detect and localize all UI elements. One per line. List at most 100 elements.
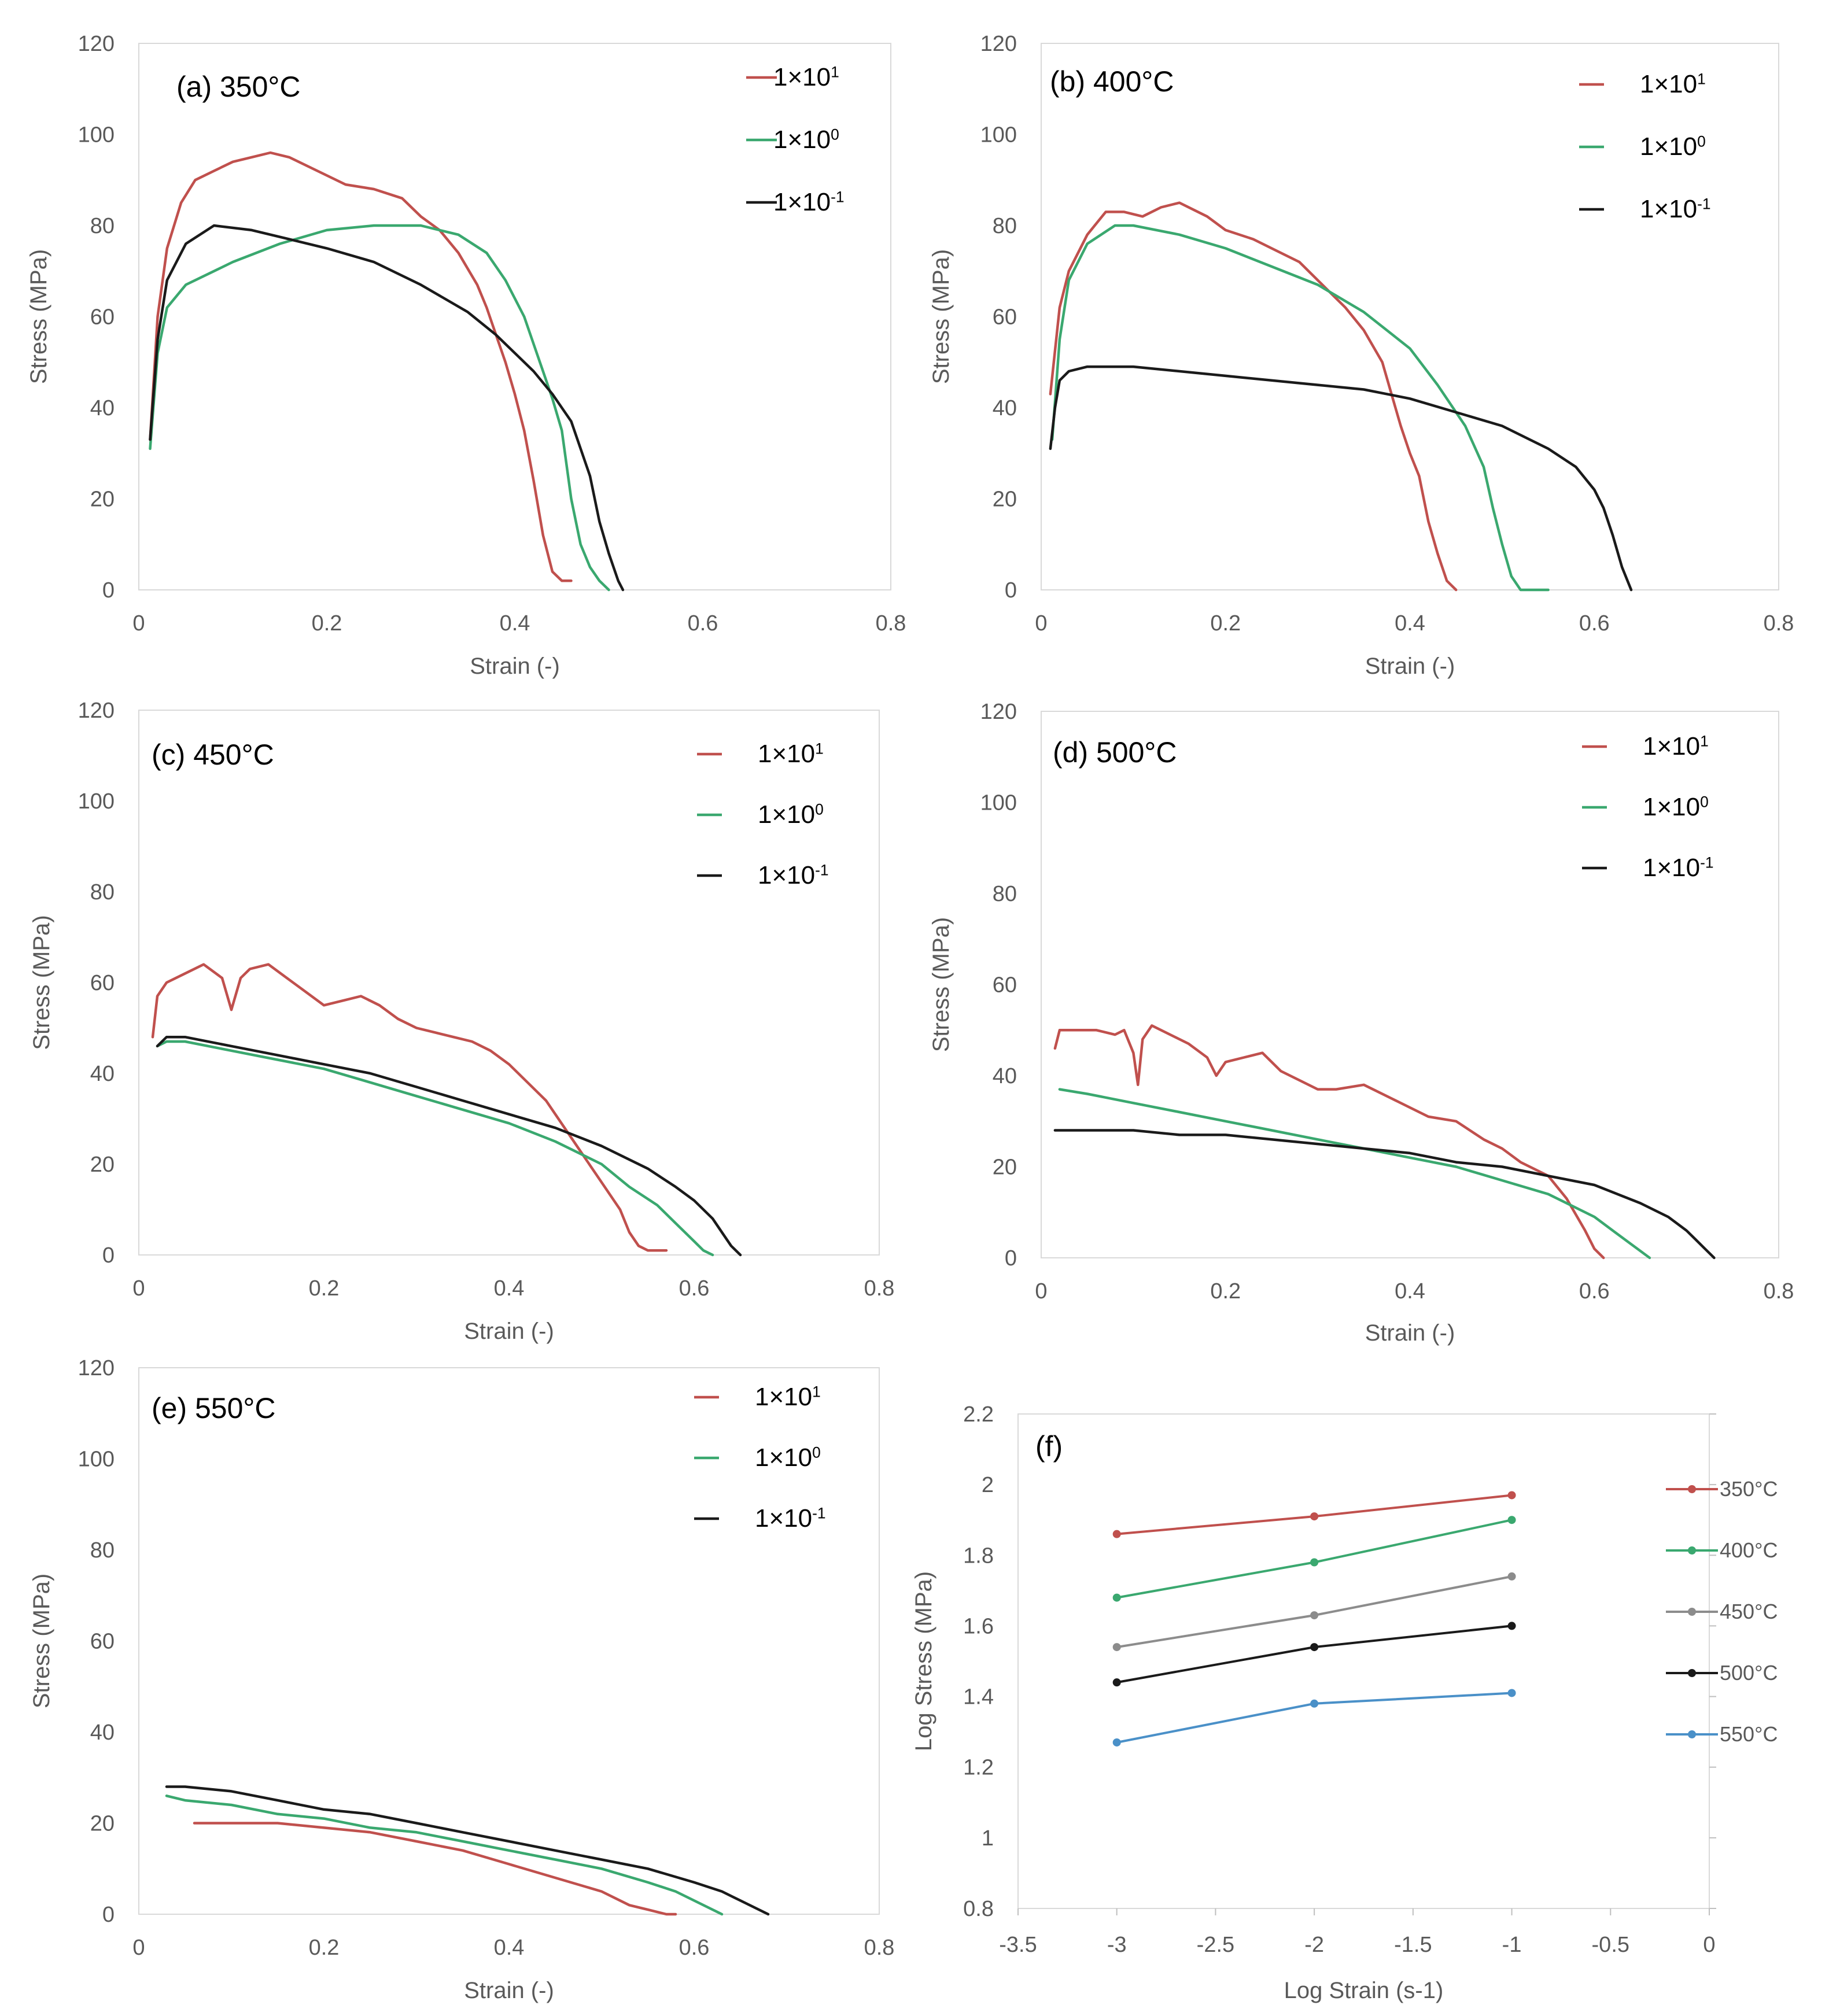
y-tick-label: 120 — [78, 699, 115, 723]
y-tick-label: 80 — [90, 880, 115, 904]
y-axis-label: Log Stress (MPa) — [911, 1571, 936, 1751]
x-tick-label: 0.8 — [1764, 611, 1794, 636]
plot-frame — [1041, 711, 1779, 1258]
x-tick-label: 0.2 — [312, 611, 342, 636]
x-tick-label: 0.6 — [1579, 1279, 1610, 1304]
legend-marker — [1688, 1485, 1696, 1493]
y-axis-label: Stress (MPa) — [26, 249, 51, 384]
x-tick-label: -3 — [1107, 1933, 1127, 1957]
y-tick-label: 40 — [90, 1720, 115, 1745]
legend-entry: 1×101 — [1579, 70, 1706, 98]
legend-label: 1×101 — [758, 740, 824, 768]
legend-label: 1×101 — [1640, 70, 1706, 98]
y-tick-label: 0 — [1005, 1246, 1017, 1271]
chart-panel-d: 0 20 40 60 80 100 120 0 0.2 0.4 0.6 0.8 Strain (-) St… — [928, 700, 1794, 1346]
legend-label: 1×100 — [773, 125, 839, 154]
series-line-2 — [1050, 224, 1550, 592]
x-tick-label: -2 — [1304, 1933, 1324, 1957]
x-axis-label: Strain (-) — [1365, 653, 1455, 679]
legend-marker — [1688, 1669, 1696, 1677]
y-tick-label: 80 — [90, 1538, 115, 1563]
series-line-3 — [1053, 1129, 1716, 1260]
y-tick-label: 40 — [90, 1062, 115, 1086]
y-tick-label: 40 — [993, 396, 1017, 420]
x-tick-label: 0.4 — [500, 611, 530, 636]
x-tick-label: -2.5 — [1197, 1933, 1234, 1957]
y-axis-label: Stress (MPa) — [29, 915, 54, 1050]
y-tick-label: 0 — [102, 578, 115, 603]
series-line-2 — [165, 1795, 724, 1916]
y-tick-label: 60 — [90, 305, 115, 330]
data-point — [1112, 1678, 1121, 1687]
y-tick-label: 60 — [90, 1630, 115, 1654]
data-point — [1310, 1512, 1319, 1521]
y-axis-label: Stress (MPa) — [29, 1574, 54, 1708]
legend-label: 1×10-1 — [773, 188, 845, 216]
legend-entry: 1×10-1 — [746, 188, 845, 216]
y-tick-label: 0 — [1005, 578, 1017, 603]
legend-label: 1×100 — [1643, 793, 1709, 821]
legend-entry: 1×100 — [697, 800, 824, 829]
plot-frame — [1017, 1413, 1710, 1909]
legend-entry: 1×101 — [1582, 732, 1709, 760]
legend-entry: 1×10-1 — [697, 861, 829, 889]
y-tick-label: 0.8 — [963, 1897, 994, 1921]
x-tick-label: 0 — [132, 1936, 145, 1960]
data-point — [1507, 1572, 1516, 1581]
x-tick-label: 0.4 — [494, 1936, 525, 1960]
x-tick-label: -3.5 — [999, 1933, 1037, 1957]
x-axis-label: Strain (-) — [464, 1978, 554, 2003]
x-tick-label: 0.6 — [1579, 611, 1610, 636]
x-tick-label: 0.8 — [876, 611, 906, 636]
y-tick-label: 60 — [993, 305, 1017, 330]
y-tick-label: 120 — [980, 32, 1017, 56]
legend-label: 500°C — [1720, 1661, 1778, 1685]
y-tick-label: 1.8 — [963, 1544, 994, 1568]
y-tick-label: 1 — [982, 1826, 994, 1851]
panel-title: (a) 350°C — [176, 71, 301, 103]
y-tick-label: 0 — [102, 1243, 115, 1268]
legend-entry: 1×101 — [694, 1383, 821, 1411]
legend-marker — [1688, 1546, 1696, 1555]
legend-label: 450°C — [1720, 1600, 1778, 1623]
data-point — [1310, 1611, 1319, 1620]
plot-frame — [138, 43, 891, 590]
y-tick-label: 80 — [90, 214, 115, 238]
series-line-3 — [165, 1785, 770, 1916]
y-tick-label: 20 — [993, 1155, 1017, 1180]
legend-entry: 1×101 — [746, 63, 839, 91]
x-tick-label: 0 — [1035, 1279, 1047, 1304]
x-tick-label: -1.5 — [1394, 1933, 1432, 1957]
x-tick-label: 0.4 — [1395, 611, 1425, 636]
chart-panel-f: 0.8 1 1.2 1.4 1.6 1.8 2 2.2 -3.5 -3 -2.5 -2 -1.5 -1 -0… — [911, 1402, 1778, 2003]
y-tick-label: 60 — [993, 973, 1017, 998]
legend-entry: 1×101 — [697, 740, 824, 768]
y-tick-label: 0 — [102, 1903, 115, 1927]
x-tick-label: 0.2 — [309, 1936, 340, 1960]
y-tick-label: 20 — [90, 1812, 115, 1836]
y-tick-label: 2 — [982, 1473, 994, 1497]
series-line-3 — [1049, 365, 1633, 592]
legend-label: 1×10-1 — [758, 861, 829, 889]
x-tick-label: 0 — [1035, 611, 1047, 636]
panel-title: (b) 400°C — [1050, 65, 1174, 98]
legend-label: 1×100 — [755, 1443, 821, 1472]
x-tick-label: 0.2 — [1210, 1279, 1241, 1304]
legend-label: 1×100 — [758, 800, 824, 829]
legend-marker — [1688, 1730, 1696, 1738]
legend-label: 1×10-1 — [1643, 854, 1714, 882]
legend-label: 1×101 — [773, 63, 839, 91]
x-tick-label: -1 — [1502, 1933, 1522, 1957]
legend-label: 1×101 — [1643, 732, 1709, 760]
x-tick-label: 0 — [1703, 1933, 1715, 1957]
data-point — [1112, 1530, 1121, 1538]
data-point — [1310, 1558, 1319, 1567]
panel-title: (e) 550°C — [152, 1392, 276, 1424]
legend-label: 550°C — [1720, 1722, 1778, 1746]
legend-entry: 1×100 — [1582, 793, 1709, 821]
y-tick-label: 100 — [78, 789, 115, 814]
chart-panel-a: 0 20 40 60 80 100 120 0 0.2 0.4 0.6 0.8 Strain (-) St… — [26, 32, 906, 679]
series-line-2 — [156, 1040, 714, 1257]
y-tick-label: 80 — [993, 214, 1017, 238]
